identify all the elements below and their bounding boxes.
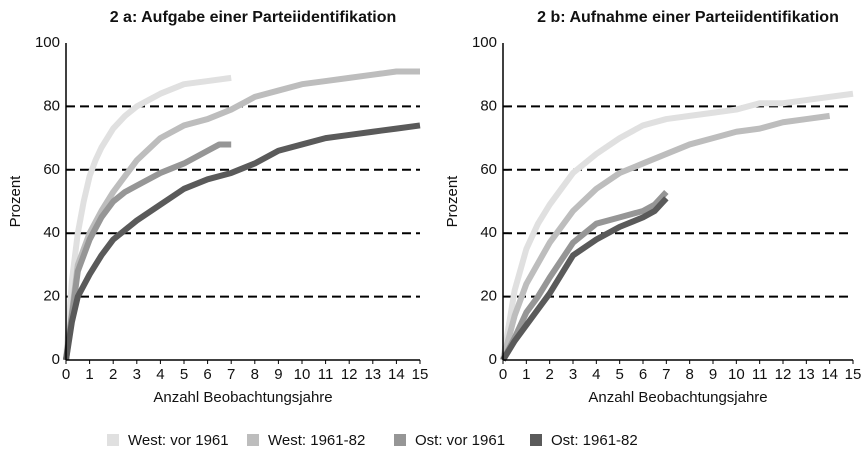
x-tick-label: 2: [109, 366, 117, 383]
legend-swatch: [247, 434, 259, 446]
x-tick-label: 6: [639, 366, 647, 383]
x-tick-label: 7: [227, 366, 235, 383]
line-series: [63, 74, 232, 361]
x-tick-label: 4: [156, 366, 164, 383]
y-tick-label: 40: [43, 224, 60, 241]
x-tick-label: 15: [412, 366, 429, 383]
x-tick-label: 12: [775, 366, 792, 383]
x-tick-label: 1: [522, 366, 530, 383]
x-tick-label: 10: [294, 366, 311, 383]
x-tick-label: 9: [274, 366, 282, 383]
x-tick-label: 13: [798, 366, 815, 383]
x-tick-label: 9: [709, 366, 717, 383]
x-tick-label: 2: [545, 366, 553, 383]
y-tick-label: 0: [52, 351, 60, 368]
line-series: [63, 122, 421, 361]
y-tick-label: 100: [472, 34, 497, 51]
x-tick-label: 14: [821, 366, 838, 383]
line-series: [500, 189, 669, 362]
y-tick-label: 80: [43, 97, 60, 114]
y-tick-label: 60: [480, 161, 497, 178]
x-tick-label: 7: [662, 366, 670, 383]
legend-label: West: 1961-82: [268, 432, 365, 449]
y-tick-label: 0: [489, 351, 497, 368]
legend-swatch: [107, 434, 119, 446]
legend-label: Ost: vor 1961: [415, 432, 505, 449]
x-axis-label: Anzahl Beobachtungsjahre: [588, 389, 767, 406]
x-tick-label: 3: [133, 366, 141, 383]
x-tick-label: 8: [251, 366, 259, 383]
x-axis-label: Anzahl Beobachtungsjahre: [153, 389, 332, 406]
y-axis-label: Prozent: [7, 175, 24, 228]
x-tick-label: 11: [318, 366, 334, 383]
x-tick-label: 0: [499, 366, 507, 383]
x-tick-label: 4: [592, 366, 600, 383]
legend-label: Ost: 1961-82: [551, 432, 638, 449]
x-tick-label: 8: [685, 366, 693, 383]
line-series: [500, 112, 831, 361]
y-tick-label: 100: [35, 34, 60, 51]
x-tick-label: 6: [203, 366, 211, 383]
x-tick-label: 11: [752, 366, 768, 383]
legend-swatch: [530, 434, 542, 446]
y-tick-label: 60: [43, 161, 60, 178]
x-tick-label: 1: [85, 366, 93, 383]
x-tick-label: 14: [388, 366, 405, 383]
y-tick-label: 20: [480, 288, 497, 305]
y-tick-label: 40: [480, 224, 497, 241]
legend-label: West: vor 1961: [128, 432, 229, 449]
x-tick-label: 5: [180, 366, 188, 383]
chart-title: 2 b: Aufnahme einer Parteiidentifikation: [537, 9, 839, 26]
x-tick-label: 10: [728, 366, 745, 383]
x-tick-label: 12: [341, 366, 358, 383]
y-tick-label: 80: [480, 97, 497, 114]
legend-swatch: [394, 434, 406, 446]
y-axis-label: Prozent: [444, 175, 461, 228]
x-tick-label: 5: [615, 366, 623, 383]
x-tick-label: 0: [62, 366, 70, 383]
line-series: [63, 68, 420, 361]
x-tick-label: 15: [845, 366, 862, 383]
x-tick-label: 13: [364, 366, 381, 383]
x-tick-label: 3: [569, 366, 577, 383]
y-tick-label: 20: [43, 288, 60, 305]
chart-title: 2 a: Aufgabe einer Parteiidentifikation: [110, 9, 397, 26]
line-series: [63, 141, 232, 361]
line-series: [500, 196, 669, 362]
line-series: [500, 90, 854, 361]
